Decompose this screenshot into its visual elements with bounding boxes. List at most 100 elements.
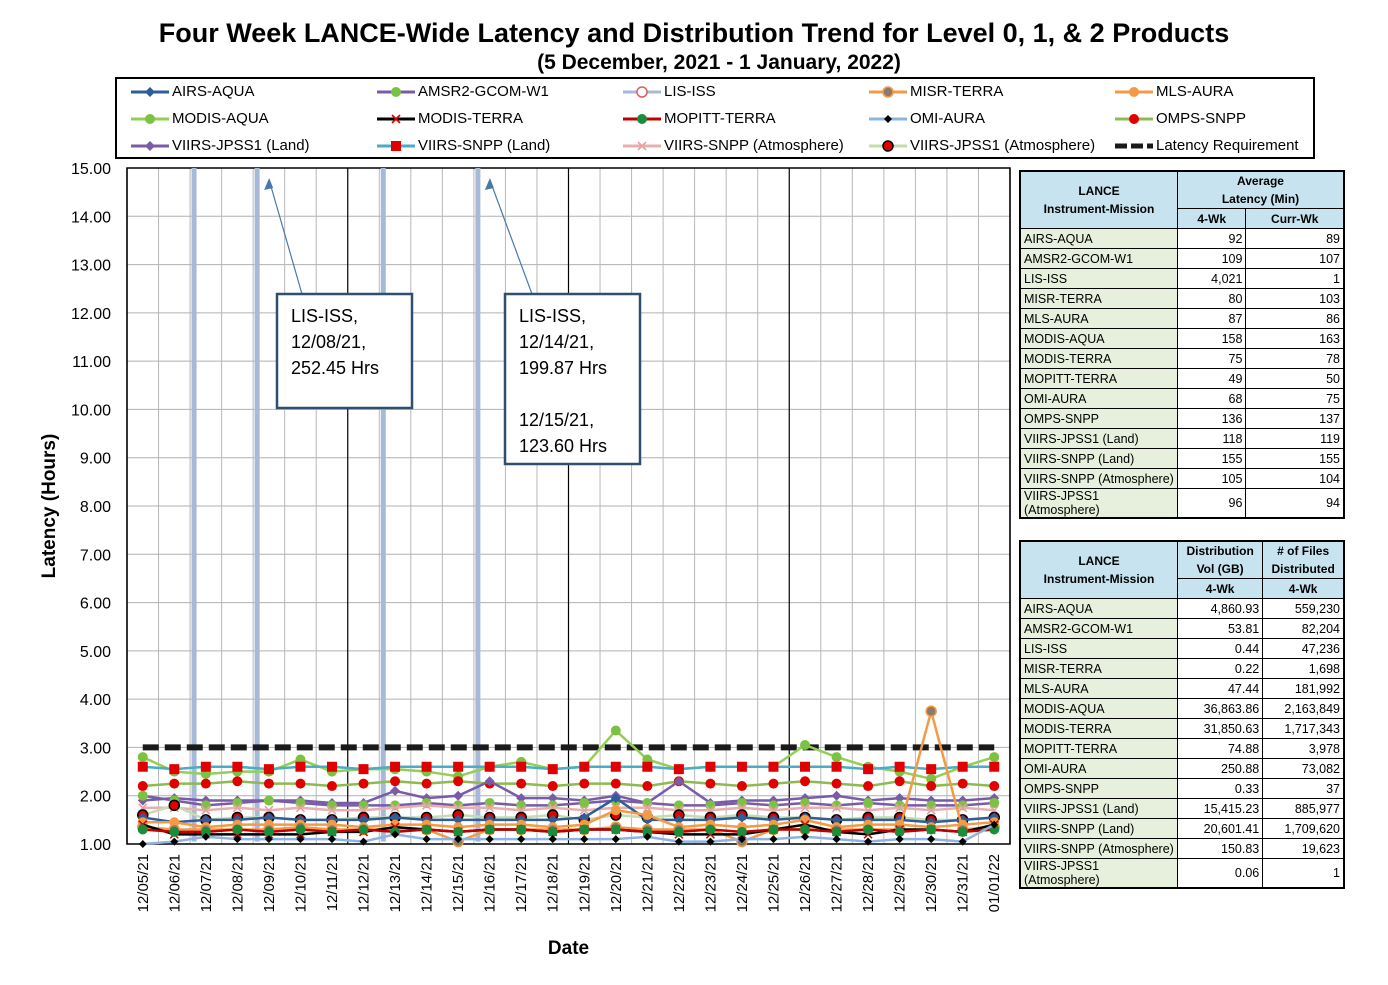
t2-mission-cell: MLS-AURA: [1019, 678, 1178, 699]
data-point: [358, 814, 369, 825]
series-line: [142, 779, 995, 788]
data-point: [137, 752, 148, 763]
data-point: [358, 764, 369, 775]
t1-value-cell: 163: [1245, 328, 1345, 349]
data-point: [138, 840, 147, 848]
series-line: [142, 808, 995, 829]
legend-swatch: [623, 86, 661, 98]
data-point: [768, 824, 779, 835]
t2-value-cell: 31,850.63: [1176, 718, 1264, 739]
t2-mission-cell: MISR-TERRA: [1019, 658, 1178, 679]
t2-value-cell: 37: [1262, 778, 1345, 799]
x-tick-label: 12/12/21: [356, 854, 373, 912]
t2-value-cell: 0.22: [1176, 658, 1264, 679]
data-point: [296, 835, 305, 844]
data-point: [926, 824, 937, 835]
t2-row: AMSR2-GCOM-W1 53.81 82,204: [1019, 618, 1345, 639]
annotation-text: 12/14/21,: [519, 332, 594, 352]
data-point: [642, 797, 653, 808]
t2-mission-cell: VIIRS-JPSS1 (Land): [1019, 798, 1178, 819]
data-point: [768, 761, 779, 772]
data-point: [768, 778, 779, 789]
series-line: [142, 794, 995, 807]
annotation-text: 12/15/21,: [519, 410, 594, 430]
t2-value-cell: 47.44: [1176, 678, 1264, 699]
x-tick-label: 12/13/21: [387, 854, 404, 912]
t1-value-cell: 75: [1176, 348, 1247, 369]
data-point: [610, 793, 621, 804]
x-tick-label: 12/24/21: [734, 854, 751, 912]
legend-swatch: [1115, 143, 1153, 149]
legend-label: VIIRS-SNPP (Atmosphere): [664, 137, 844, 154]
data-point: [327, 805, 337, 815]
data-point: [925, 705, 937, 717]
t2-value-cell: 19,623: [1262, 838, 1345, 859]
t2-value-cell: 53.81: [1176, 618, 1264, 639]
t2-value-cell: 1,709,620: [1262, 818, 1345, 839]
t2-value-cell: 20,601.41: [1176, 818, 1264, 839]
data-point: [957, 778, 968, 789]
data-point: [705, 824, 716, 835]
annotation-box: LIS-ISS, 12/14/21, 199.87 Hrs 12/15/21, 123.…: [484, 178, 642, 466]
legend-swatch: [869, 115, 907, 123]
data-point: [736, 781, 747, 792]
data-point: [736, 797, 747, 808]
data-point: [421, 824, 432, 835]
x-tick-label: 12/06/21: [166, 854, 183, 912]
data-point: [611, 835, 620, 844]
legend-swatch: [869, 140, 907, 152]
t1-mission-cell: OMI-AURA: [1019, 388, 1178, 409]
series-viirs-snpp-land: [137, 761, 1000, 775]
legend-label: MOPITT-TERRA: [664, 110, 776, 127]
t2-row: OMPS-SNPP 0.33 37: [1019, 778, 1345, 799]
data-point: [989, 752, 1000, 763]
legend-marker: [637, 141, 647, 151]
x-axis-title: Date: [548, 938, 589, 959]
legend-label: AIRS-AQUA: [172, 83, 255, 100]
legend: AIRS-AQUA AMSR2-GCOM-W1 LIS-ISS MISR-TERRA M…: [115, 77, 1315, 159]
annotation-arrowhead: [484, 178, 494, 190]
data-point: [390, 803, 400, 813]
data-point: [421, 761, 432, 772]
legend-marker: [145, 114, 155, 124]
t2-mission-cell: AIRS-AQUA: [1019, 598, 1178, 619]
t1-mission-cell: MODIS-TERRA: [1019, 348, 1178, 369]
legend-label: LIS-ISS: [664, 83, 716, 100]
t1-value-cell: 118: [1176, 428, 1247, 449]
t2-value-cell: 36,863.86: [1176, 698, 1264, 719]
legend-label: OMI-AURA: [910, 110, 985, 127]
data-point: [548, 835, 557, 844]
legend-marker: [884, 115, 892, 123]
annotation-text: 123.60 Hrs: [519, 436, 607, 456]
data-point: [517, 835, 526, 844]
data-point: [736, 826, 747, 837]
data-point: [674, 837, 683, 846]
data-point: [673, 826, 684, 837]
data-point: [453, 814, 464, 825]
y-tick-label: 10.00: [71, 402, 111, 419]
x-tick-label: 12/16/21: [482, 854, 499, 912]
t1-mission-cell: MOPITT-TERRA: [1019, 368, 1178, 389]
t1-row: MODIS-TERRA 75 78: [1019, 348, 1345, 369]
t1-value-cell: 4,021: [1176, 268, 1247, 289]
data-point: [390, 776, 401, 787]
legend-label: OMPS-SNPP: [1156, 110, 1247, 127]
t2-value-cell: 150.83: [1176, 838, 1264, 859]
y-tick-label: 3.00: [80, 740, 111, 757]
data-point: [263, 812, 274, 823]
series-line: [142, 804, 995, 812]
t2-value-cell: 559,230: [1262, 598, 1345, 619]
data-point: [516, 824, 527, 835]
t2-value-cell: 74.88: [1176, 738, 1264, 759]
t1-value-cell: 109: [1176, 248, 1247, 269]
data-point: [642, 761, 653, 772]
data-point: [863, 824, 874, 835]
y-tick-label: 5.00: [80, 644, 111, 661]
legend-swatch: [131, 87, 169, 97]
t1-mission-cell: MISR-TERRA: [1019, 288, 1178, 309]
t2-value-cell: 47,236: [1262, 638, 1345, 659]
data-point: [547, 781, 558, 792]
data-point: [990, 820, 999, 829]
annotation-frame: [503, 292, 642, 466]
t1-row: VIIRS-JPSS1 (Land) 118 119: [1019, 428, 1345, 449]
